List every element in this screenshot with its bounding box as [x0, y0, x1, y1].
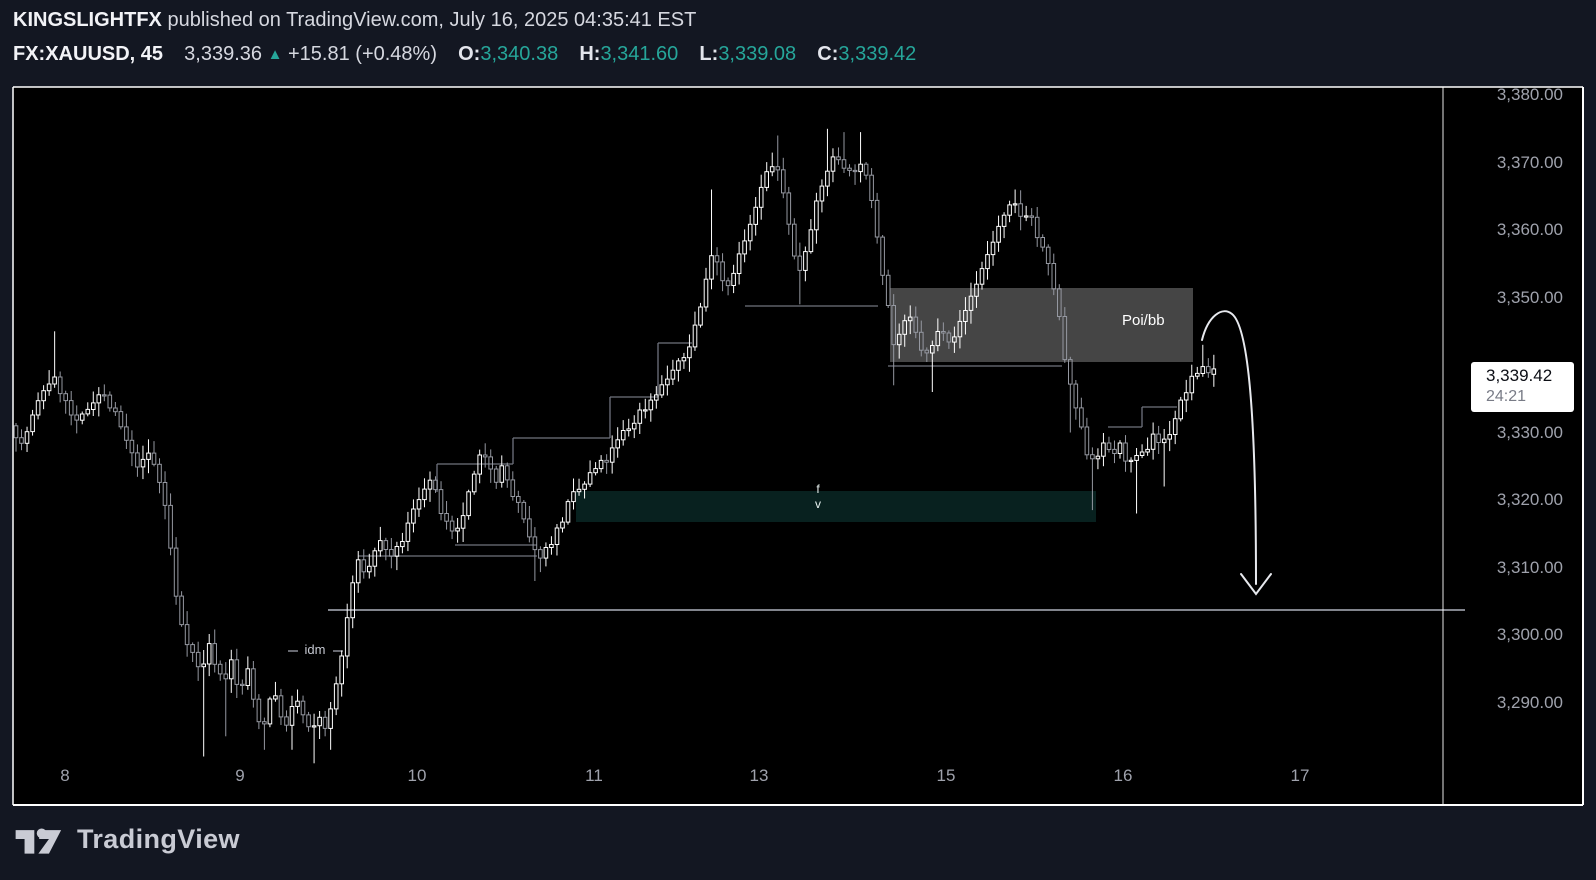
- bar-countdown: 24:21: [1486, 388, 1527, 405]
- structure-lines[interactable]: [358, 305, 1177, 557]
- fv-drawing-label[interactable]: f v: [788, 482, 848, 512]
- price-change: +15.81 (+0.48%): [288, 43, 437, 65]
- poi-bb-box[interactable]: [890, 288, 1193, 362]
- close-value: 3,339.42: [838, 43, 917, 65]
- tradingview-logo-icon: [15, 828, 62, 854]
- price-tick-label: 3,370.00: [1496, 152, 1563, 172]
- close-label: C:: [817, 43, 839, 65]
- price-tick-label: 3,300.00: [1496, 625, 1563, 644]
- idm-drawing-label[interactable]: idm: [304, 642, 326, 657]
- price-tick-label: 3,350.00: [1496, 287, 1563, 307]
- time-tick-label: 10: [407, 766, 427, 785]
- time-tick-label: 15: [936, 766, 956, 785]
- tradingview-logo-text: TradingView: [77, 823, 240, 854]
- open-value: 3,340.38: [480, 43, 559, 65]
- time-tick-label: 9: [235, 766, 245, 785]
- high-label: H:: [579, 43, 601, 65]
- fv-label-top: f: [816, 482, 820, 496]
- time-tick-label: 8: [60, 766, 70, 785]
- high-value: 3,341.60: [600, 43, 679, 65]
- chart-frame: [12, 86, 1584, 806]
- open-label: O:: [458, 43, 481, 65]
- up-triangle-icon: ▲: [267, 46, 283, 63]
- price-tick-label: 3,290.00: [1496, 692, 1563, 712]
- poi-bb-drawing-label[interactable]: Poi/bb: [1122, 312, 1165, 329]
- last-price-value: 3,339.36: [184, 43, 263, 65]
- fv-label-bottom: v: [815, 497, 821, 511]
- price-tick-label: 3,380.00: [1496, 85, 1563, 104]
- low-label: L:: [699, 43, 719, 65]
- symbol-status-line: FX:XAUUSD, 45 3,339.36 ▲ +15.81 (+0.48%)…: [13, 43, 916, 66]
- projection-arrow[interactable]: [1201, 310, 1272, 596]
- candles: [13, 128, 1217, 764]
- time-tick-label: 11: [585, 766, 603, 785]
- last-price-label: 3,339.42 24:21: [1471, 362, 1574, 412]
- price-tick-label: 3,330.00: [1496, 422, 1563, 442]
- low-value: 3,339.08: [718, 43, 797, 65]
- publisher-name: KINGSLIGHTFX: [13, 9, 162, 31]
- fv-box[interactable]: [576, 491, 1096, 522]
- time-tick-label: 17: [1290, 766, 1310, 785]
- price-axis[interactable]: 3,380.00 3,370.00 3,360.00 3,350.00 3,330.00…: [1443, 85, 1583, 805]
- price-tick-label: 3,360.00: [1496, 220, 1563, 239]
- tradingview-logo[interactable]: TradingView: [14, 820, 240, 858]
- plot-background: [13, 87, 1583, 805]
- publish-info-line: KINGSLIGHTFX published on TradingView.co…: [13, 9, 696, 32]
- last-price-text: 3,339.42: [1486, 366, 1553, 385]
- time-axis[interactable]: 8 9 10 11 13 15 16 17: [13, 760, 1443, 794]
- time-tick-label: 16: [1113, 766, 1133, 785]
- price-tick-label: 3,310.00: [1496, 557, 1563, 577]
- price-tick-label: 3,320.00: [1496, 490, 1563, 509]
- symbol-title: FX:XAUUSD, 45: [13, 43, 164, 65]
- published-text: published on TradingView.com, July 16, 2…: [167, 9, 697, 31]
- time-tick-label: 13: [749, 766, 769, 785]
